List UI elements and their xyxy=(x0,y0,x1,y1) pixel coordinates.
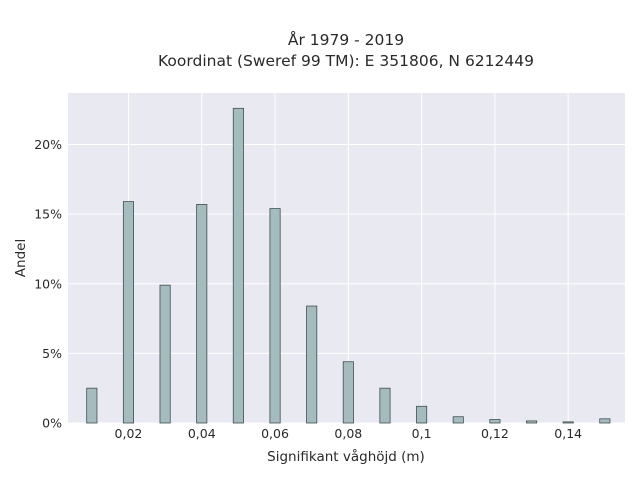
histogram-bar xyxy=(379,387,391,424)
chart-title-line-1: År 1979 - 2019 xyxy=(288,30,404,49)
y-tick-label: 5% xyxy=(42,346,62,361)
x-tick-label: 0,04 xyxy=(188,426,216,441)
histogram-bar xyxy=(526,420,538,424)
chart-title-line-2: Koordinat (Sweref 99 TM): E 351806, N 62… xyxy=(158,52,534,70)
histogram-bar xyxy=(306,305,318,424)
histogram-bar xyxy=(416,405,428,424)
x-axis-label: Signifikant våghöjd (m) xyxy=(267,448,425,465)
histogram-bar xyxy=(86,387,98,424)
histogram-bar xyxy=(196,203,208,424)
x-tick-label: 0,02 xyxy=(115,426,143,441)
y-tick-labels: 0% 5% 10% 15% 20% xyxy=(34,137,62,430)
x-tick-label: 0,08 xyxy=(334,426,362,441)
histogram-bar xyxy=(599,418,611,424)
x-tick-label: 0,12 xyxy=(481,426,509,441)
y-axis-label: Andel xyxy=(13,239,29,277)
x-tick-labels: 0,02 0,04 0,06 0,08 0,1 0,12 0,14 xyxy=(115,426,583,441)
x-tick-label: 0,14 xyxy=(554,426,582,441)
y-tick-label: 20% xyxy=(34,137,62,152)
x-tick-label: 0,06 xyxy=(261,426,289,441)
histogram-bar xyxy=(159,284,171,424)
histogram-bar xyxy=(342,361,354,424)
histogram-bar xyxy=(452,416,464,424)
y-tick-label: 15% xyxy=(34,207,62,222)
histogram-bar xyxy=(232,107,244,424)
x-tick-label: 0,1 xyxy=(412,426,432,441)
histogram-bar xyxy=(489,419,501,424)
bars xyxy=(86,107,611,424)
y-tick-label: 10% xyxy=(34,276,62,291)
histogram-bar xyxy=(269,208,281,424)
histogram-bar xyxy=(122,201,134,424)
histogram-bar xyxy=(562,421,574,424)
y-tick-label: 0% xyxy=(42,416,62,431)
